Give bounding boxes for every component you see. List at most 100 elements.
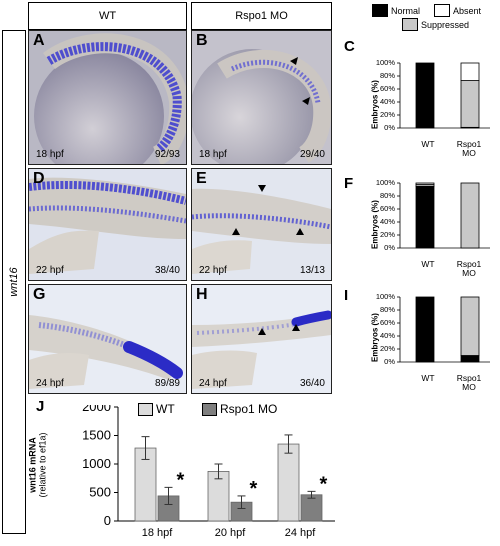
bar-wt <box>277 443 300 522</box>
embryo-image-e <box>192 185 331 274</box>
panel-d: D 22 hpf 38/40 <box>28 168 187 281</box>
ytick: 100% <box>375 58 395 67</box>
chart-letter-j: J <box>36 398 45 415</box>
stage-label: 24 hpf <box>199 378 227 389</box>
ytick: 40% <box>379 97 395 106</box>
bar-chart-j-svg: 2000 1500 1000 500 0 * 18 hpf * 20 hpf * 24 hpf <box>82 399 335 539</box>
embryo-image-a <box>34 33 186 164</box>
ytick: 60% <box>379 318 395 327</box>
chart-letter-c: C <box>344 38 355 55</box>
ytick: 20% <box>379 344 395 353</box>
xtick-mo: Rspo1 MO <box>456 259 482 278</box>
embryo-image-d <box>29 177 186 274</box>
panel-letter: A <box>33 32 45 49</box>
gene-side-label: wnt16 <box>2 30 26 534</box>
ytick: 0% <box>384 243 395 252</box>
embryo-image-b <box>192 49 331 164</box>
ytick: 60% <box>379 84 395 93</box>
significance-star: * <box>177 469 185 491</box>
legend-swatch-absent <box>434 4 450 17</box>
stack-segment-suppressed <box>460 296 480 356</box>
count-label: 92/93 <box>154 149 180 160</box>
legend-label-suppressed: Suppressed <box>421 19 470 30</box>
bar-ylabel-sub: (relative to ef1a) <box>37 432 48 498</box>
panel-b: B 18 hpf 29/40 <box>191 30 332 165</box>
bar-chart-j: 2000 1500 1000 500 0 * 18 hpf * 20 hpf * 24 hpf <box>60 399 340 541</box>
y-tick-label: 1500 <box>82 428 111 443</box>
x-tick-label: 20 hpf <box>215 527 247 539</box>
gene-name: wnt16 <box>8 267 20 297</box>
legend-suppressed: Suppressed <box>402 18 469 31</box>
wt-header: WT <box>28 2 187 30</box>
wt-header-label: WT <box>98 10 117 22</box>
count-label: 36/40 <box>299 378 325 389</box>
stack-segment-normal <box>415 296 435 363</box>
significance-star: * <box>250 478 258 500</box>
mo-header-label: Rspo1 MO <box>235 10 288 22</box>
mo-header: Rspo1 MO <box>191 2 332 30</box>
ytick: 20% <box>379 110 395 119</box>
xtick-wt: WT <box>421 373 435 383</box>
panel-g: G 24 hpf 89/89 <box>28 284 187 394</box>
stage-label: 18 hpf <box>199 149 227 160</box>
stage-label: 22 hpf <box>36 265 64 276</box>
stack-segment-normal <box>415 62 435 129</box>
panel-letter: E <box>196 170 207 187</box>
stage-label: 18 hpf <box>36 149 64 160</box>
count-label: 38/40 <box>154 265 180 276</box>
stack-chart-i: 100% 80% 60% 40% 20% 0% WT Rspo1 MO <box>370 292 500 402</box>
legend-swatch-wt <box>138 402 153 416</box>
stack-chart-i-svg <box>397 296 490 363</box>
legend-absent: Absent <box>434 4 481 17</box>
stack-chart-c-svg <box>397 62 490 129</box>
ytick: 60% <box>379 204 395 213</box>
embryo-image-g <box>29 315 183 389</box>
panel-e: E 22 hpf 13/13 <box>191 168 332 281</box>
ytick: 80% <box>379 191 395 200</box>
count-label: 13/13 <box>299 265 325 276</box>
ytick: 20% <box>379 230 395 239</box>
stack-segment-absent <box>460 62 480 81</box>
bar-mo <box>300 494 323 522</box>
legend-wt: WT <box>138 402 175 416</box>
ytick: 0% <box>384 123 395 132</box>
legend-swatch-mo <box>202 402 217 416</box>
stack-chart-f-svg <box>397 182 490 249</box>
y-tick-label: 1000 <box>82 456 111 471</box>
stack-segment-normal <box>460 355 480 363</box>
x-tick-label: 18 hpf <box>142 527 174 539</box>
legend-swatch-suppressed <box>402 18 418 31</box>
legend-mo: Rspo1 MO <box>202 402 277 416</box>
x-tick-label: 24 hpf <box>285 527 317 539</box>
chart-letter-f: F <box>344 175 354 192</box>
stack-chart-c: 100% 80% 60% 40% 20% 0% WT Rspo1 MO <box>370 58 500 168</box>
panel-letter: G <box>33 286 46 303</box>
xtick-wt: WT <box>421 259 435 269</box>
count-label: 89/89 <box>154 378 180 389</box>
ytick: 40% <box>379 331 395 340</box>
panel-letter: H <box>196 286 208 303</box>
significance-star: * <box>320 473 328 495</box>
ytick: 40% <box>379 217 395 226</box>
ytick: 80% <box>379 71 395 80</box>
y-tick-label: 500 <box>89 485 111 500</box>
xtick-wt: WT <box>421 139 435 149</box>
legend-swatch-normal <box>372 4 388 17</box>
embryo-image-h <box>192 310 331 389</box>
xtick-mo: Rspo1 MO <box>456 373 482 392</box>
legend-normal: Normal <box>372 4 420 17</box>
stack-segment-absent <box>415 182 435 185</box>
bar-ylabel: wnt16 mRNA (relative to ef1a) <box>28 418 48 513</box>
y-tick-label: 0 <box>104 513 111 528</box>
legend-label-normal: Normal <box>391 5 421 16</box>
ytick: 100% <box>375 292 395 301</box>
bar-ylabel-main: wnt16 mRNA <box>27 437 38 493</box>
ytick: 100% <box>375 178 395 187</box>
stack-segment-suppressed <box>460 182 480 249</box>
stage-label: 22 hpf <box>199 265 227 276</box>
legend-label-absent: Absent <box>453 5 482 16</box>
legend-label-mo: Rspo1 MO <box>220 402 278 416</box>
panel-letter: D <box>33 170 45 187</box>
ytick: 0% <box>384 357 395 366</box>
stage-label: 24 hpf <box>36 378 64 389</box>
